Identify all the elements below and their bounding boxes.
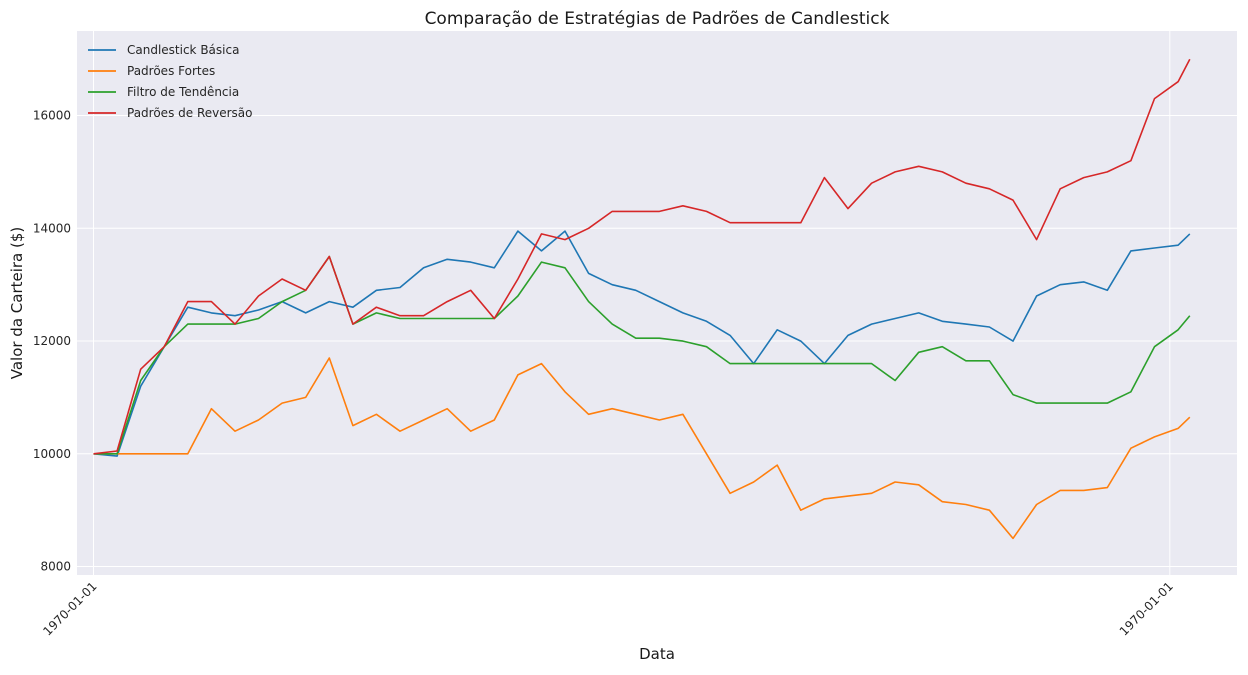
series-line-2 bbox=[93, 357, 1191, 540]
legend: Candlestick Básica Padrões Fortes Filtro d… bbox=[88, 43, 253, 120]
chart-title: Comparação de Estratégias de Padrões de … bbox=[425, 9, 890, 29]
grid-lines bbox=[77, 31, 1237, 575]
y-tick-label: 12000 bbox=[33, 334, 71, 348]
series-lines bbox=[93, 58, 1191, 540]
x-axis-label: Data bbox=[639, 645, 675, 663]
y-tick-label: 14000 bbox=[33, 221, 71, 235]
legend-label: Padrões de Reversão bbox=[127, 106, 253, 120]
legend-label: Filtro de Tendência bbox=[127, 85, 239, 99]
y-tick-labels: 8000 10000 12000 14000 16000 bbox=[33, 109, 71, 574]
y-tick-label: 8000 bbox=[40, 560, 71, 574]
y-axis-label: Valor da Carteira ($) bbox=[8, 227, 26, 380]
legend-label: Candlestick Básica bbox=[127, 43, 239, 57]
series-line-4 bbox=[93, 58, 1191, 455]
series-line-3 bbox=[93, 255, 1191, 455]
y-tick-label: 10000 bbox=[33, 447, 71, 461]
y-tick-label: 16000 bbox=[33, 109, 71, 123]
plot-area bbox=[77, 31, 1237, 575]
legend-label: Padrões Fortes bbox=[127, 64, 215, 78]
series-line-1 bbox=[93, 230, 1191, 457]
